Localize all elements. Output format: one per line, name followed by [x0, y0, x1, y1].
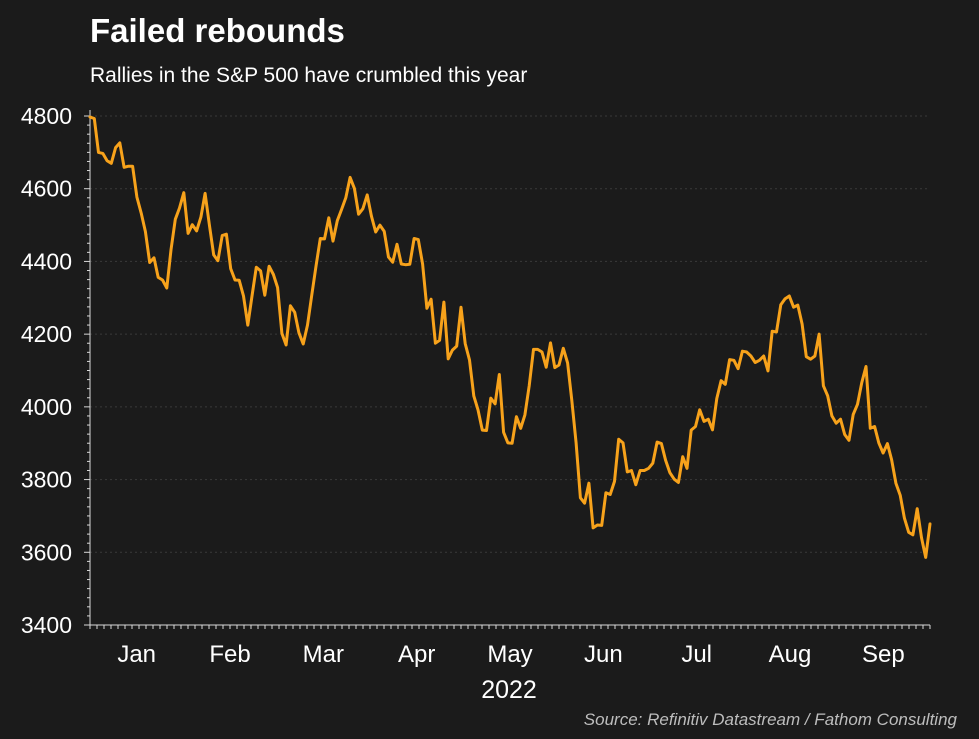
y-tick-label: 4000 — [21, 394, 72, 420]
x-tick-label: May — [487, 641, 532, 668]
y-tick-label: 3800 — [21, 467, 72, 493]
x-tick-label: Feb — [209, 641, 250, 668]
x-tick-label: Jan — [117, 641, 156, 668]
x-tick-label: Jun — [584, 641, 623, 668]
y-tick-label: 4200 — [21, 321, 72, 347]
y-tick-label: 4600 — [21, 176, 72, 202]
chart-title: Failed rebounds — [90, 12, 345, 49]
source-note: Source: Refinitiv Datastream / Fathom Co… — [583, 710, 957, 729]
y-tick-label: 3400 — [21, 612, 72, 638]
y-tick-label: 4800 — [21, 103, 72, 129]
y-tick-label: 4400 — [21, 248, 72, 274]
y-axis: 3400 3600 3800 4000 4200 4400 4600 4800 — [21, 103, 91, 638]
series-line — [88, 115, 932, 559]
x-tick-label: Apr — [398, 641, 435, 668]
series-group — [88, 115, 932, 559]
x-axis: Jan Feb Mar Apr May Jun Jul Aug Sep — [89, 624, 931, 668]
y-tick-label: 3600 — [21, 539, 72, 565]
x-tick-label: Aug — [769, 641, 812, 668]
x-tick-label: Mar — [303, 641, 344, 668]
x-axis-label: 2022 — [481, 676, 537, 704]
x-tick-label: Sep — [862, 641, 905, 668]
x-tick-label: Jul — [681, 641, 712, 668]
chart-subtitle: Rallies in the S&P 500 have crumbled thi… — [90, 64, 528, 87]
